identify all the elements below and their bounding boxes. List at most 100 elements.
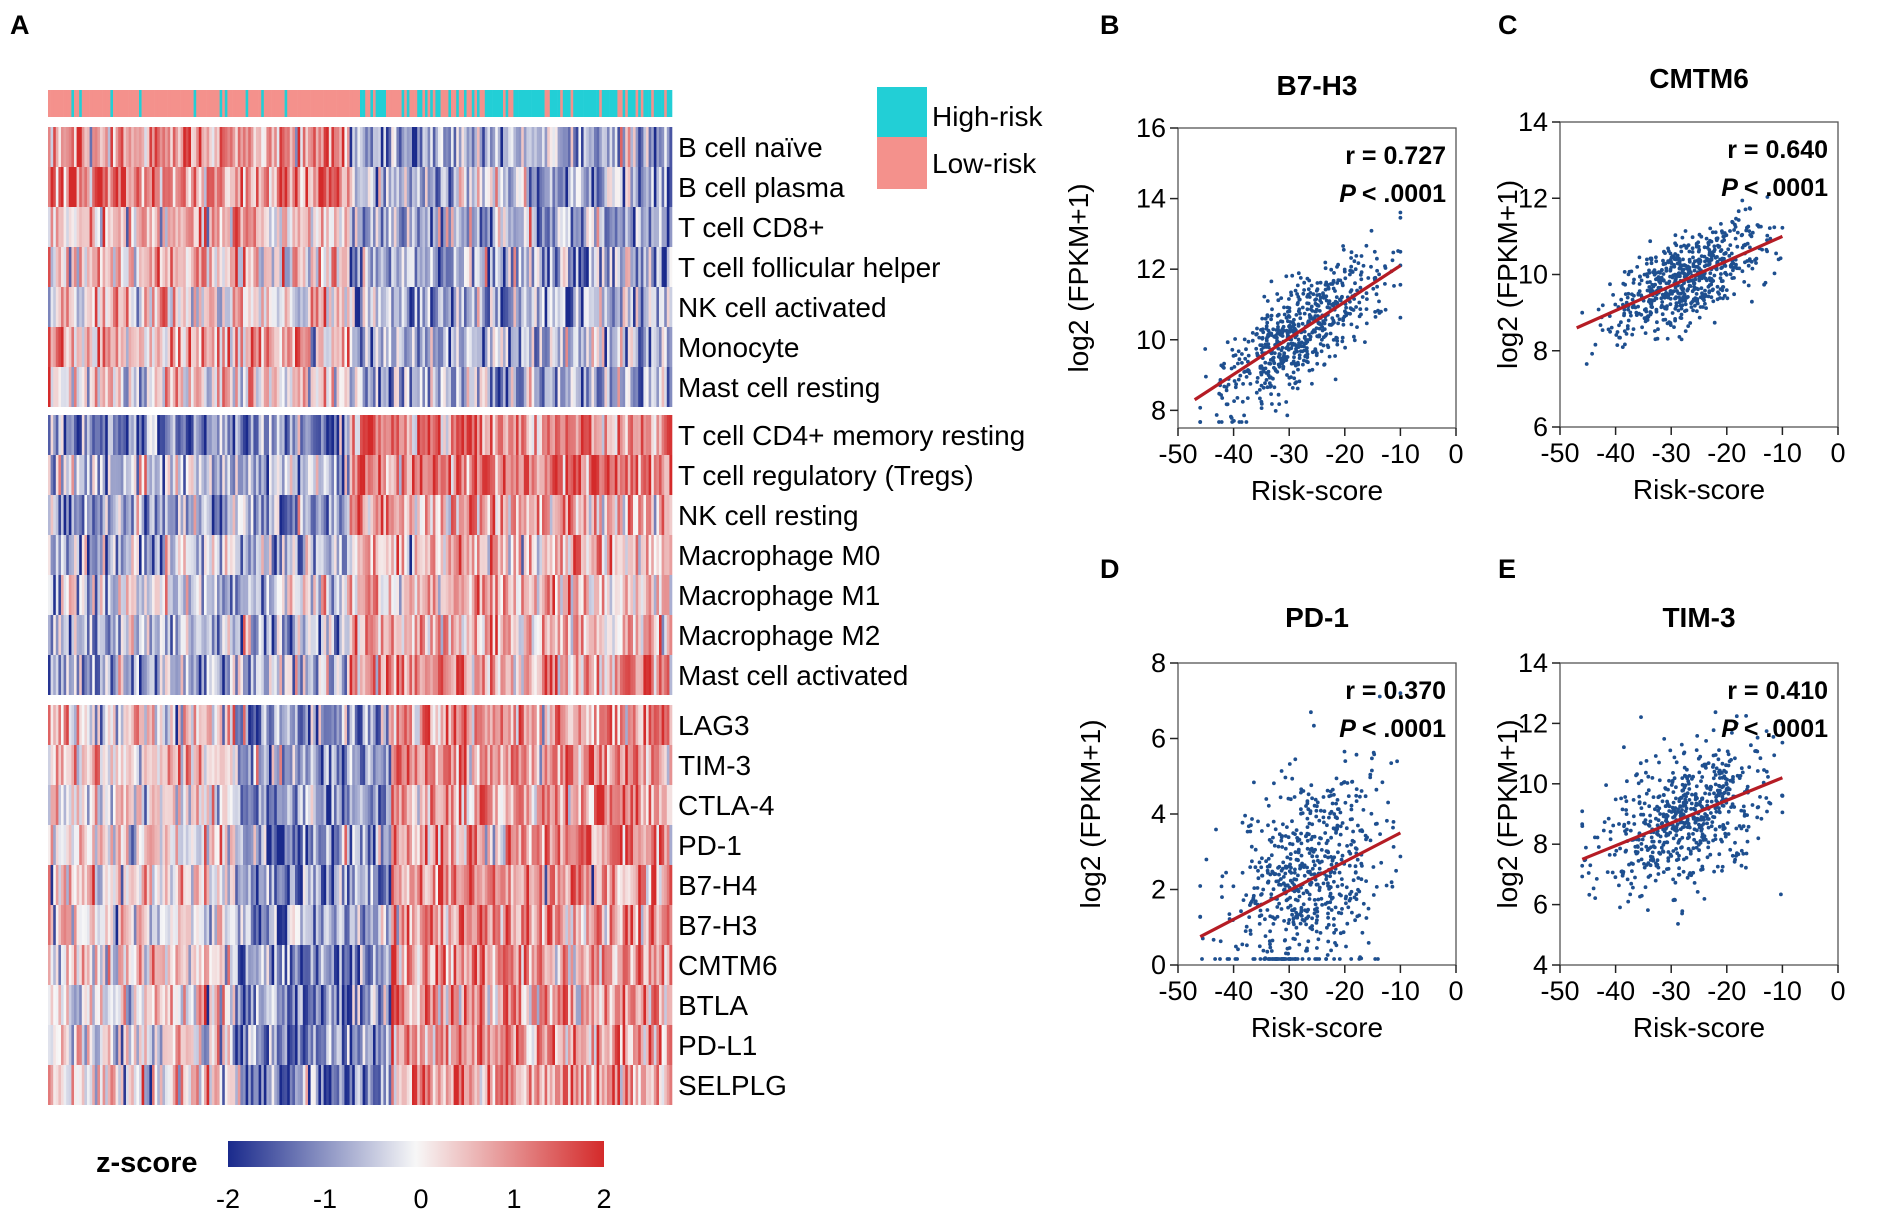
- heatmap-cell: [276, 207, 280, 247]
- heatmap-cell: [191, 705, 194, 745]
- heatmap-cell: [401, 127, 405, 167]
- heatmap-cell: [599, 745, 603, 785]
- heatmap-cell: [97, 327, 101, 367]
- heatmap-cell: [357, 207, 361, 247]
- heatmap-cell: [438, 705, 441, 745]
- heatmap-cell: [81, 785, 85, 825]
- heatmap-cell: [477, 495, 480, 535]
- heatmap-cell: [508, 825, 512, 865]
- heatmap-cell: [256, 207, 259, 247]
- heatmap-cell: [578, 167, 582, 207]
- heatmap-cell: [557, 167, 561, 207]
- heatmap-cell: [497, 655, 501, 695]
- heatmap-cell: [510, 287, 514, 327]
- heatmap-cell: [549, 287, 553, 327]
- heatmap-cell: [474, 167, 478, 207]
- heatmap-cell: [344, 785, 348, 825]
- heatmap-cell: [206, 455, 210, 495]
- heatmap-cell: [321, 247, 324, 287]
- heatmap-cell: [508, 167, 512, 207]
- heatmap-cell: [495, 615, 499, 655]
- heatmap-cell: [365, 167, 369, 207]
- heatmap-cell: [588, 745, 592, 785]
- heatmap-cell: [630, 535, 634, 575]
- heatmap-cell: [526, 905, 530, 945]
- heatmap-cell: [581, 287, 584, 327]
- heatmap-cell: [188, 495, 192, 535]
- heatmap-cell: [432, 287, 436, 327]
- heatmap-cell: [100, 495, 103, 535]
- heatmap-cell: [633, 785, 636, 825]
- heatmap-cell: [191, 367, 194, 407]
- heatmap-cell: [594, 247, 597, 287]
- heatmap-cell: [560, 745, 564, 785]
- heatmap-cell: [508, 655, 512, 695]
- heatmap-cell: [76, 455, 80, 495]
- heatmap-cell: [154, 575, 158, 615]
- heatmap-cell: [302, 327, 306, 367]
- heatmap-cell: [406, 287, 410, 327]
- heatmap-cell: [53, 287, 57, 327]
- risk-annotation-bar: [48, 90, 673, 117]
- heatmap-cell: [352, 207, 356, 247]
- heatmap-cell: [204, 865, 207, 905]
- heatmap-cell: [191, 455, 194, 495]
- heatmap-cell: [614, 207, 618, 247]
- heatmap-cell: [666, 495, 670, 535]
- heatmap-cell: [118, 785, 122, 825]
- heatmap-cell: [55, 905, 59, 945]
- heatmap-cell: [128, 495, 132, 535]
- heatmap-cell: [245, 745, 249, 785]
- heatmap-cell: [601, 865, 605, 905]
- panel-label-c: C: [1498, 10, 1518, 40]
- heatmap-cell: [243, 905, 246, 945]
- heatmap-cell: [126, 415, 129, 455]
- heatmap-cell: [50, 655, 54, 695]
- heatmap-cell: [230, 745, 233, 785]
- heatmap-cell: [456, 287, 460, 327]
- heatmap-cell: [92, 455, 96, 495]
- heatmap-cell: [224, 745, 228, 785]
- heatmap-cell: [191, 655, 194, 695]
- heatmap-cell: [154, 415, 158, 455]
- heatmap-cell: [344, 865, 348, 905]
- risk-cell: [305, 90, 309, 117]
- heatmap-cell: [165, 575, 168, 615]
- heatmap-cell: [482, 575, 486, 615]
- heatmap-cell: [458, 247, 462, 287]
- heatmap-cell: [149, 615, 153, 655]
- heatmap-cell: [74, 655, 77, 695]
- heatmap-cell: [643, 167, 647, 207]
- heatmap-cell: [243, 167, 246, 207]
- heatmap-cell: [391, 615, 395, 655]
- heatmap-cell: [63, 127, 67, 167]
- heatmap-cell: [406, 905, 410, 945]
- heatmap-cell: [531, 865, 535, 905]
- heatmap-cell: [466, 745, 470, 785]
- heatmap-cell: [487, 825, 491, 865]
- heatmap-cell: [334, 127, 337, 167]
- heatmap-cell: [425, 367, 428, 407]
- heatmap-cell: [110, 287, 114, 327]
- heatmap-cell: [313, 905, 317, 945]
- heatmap-cell: [263, 825, 267, 865]
- heatmap-cell: [292, 535, 296, 575]
- heatmap-cell: [393, 615, 397, 655]
- heatmap-cell: [477, 745, 480, 785]
- heatmap-cell: [105, 575, 109, 615]
- heatmap-cell: [100, 745, 103, 785]
- heatmap-cell: [464, 495, 467, 535]
- heatmap-cell: [599, 615, 603, 655]
- heatmap-cell: [596, 865, 600, 905]
- heatmap-cell: [276, 905, 280, 945]
- heatmap-cell: [565, 785, 569, 825]
- heatmap-cell: [560, 865, 564, 905]
- risk-cell: [630, 90, 634, 117]
- risk-cell: [549, 90, 553, 117]
- heatmap-cell: [243, 705, 246, 745]
- heatmap-cell: [575, 615, 579, 655]
- heatmap-cell: [471, 287, 475, 327]
- heatmap-cell: [500, 705, 504, 745]
- heatmap-cell: [529, 825, 532, 865]
- heatmap-cell: [497, 705, 501, 745]
